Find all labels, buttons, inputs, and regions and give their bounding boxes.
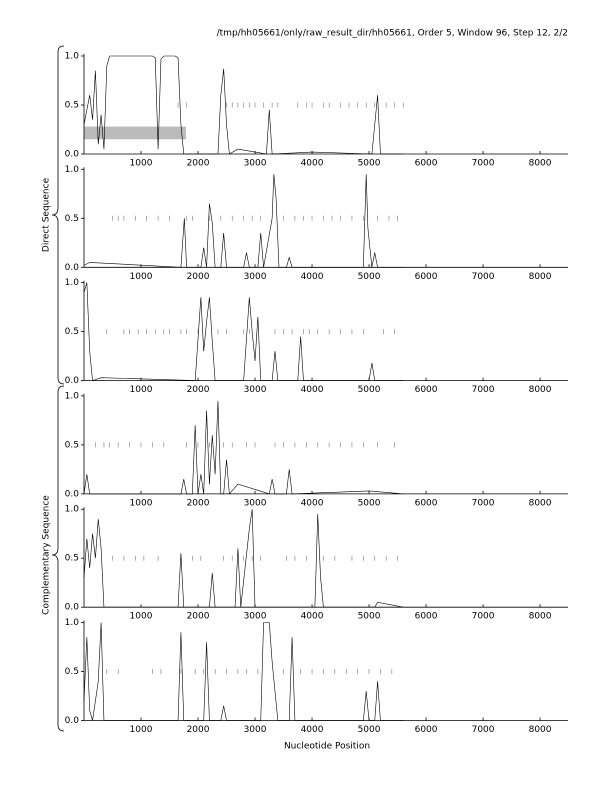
x-tick-label: 3000 bbox=[244, 725, 267, 735]
y-tick-label: 0.0 bbox=[65, 489, 80, 499]
y-tick-label: 1.0 bbox=[65, 52, 80, 62]
x-tick-label: 5000 bbox=[358, 272, 381, 282]
x-tick-label: 8000 bbox=[529, 385, 552, 395]
x-tick-label: 4000 bbox=[301, 272, 324, 282]
x-tick-label: 8000 bbox=[529, 159, 552, 169]
x-tick-label: 3000 bbox=[244, 498, 267, 508]
x-tick-label: 1000 bbox=[130, 272, 153, 282]
y-tick-label: 0.5 bbox=[65, 667, 79, 677]
x-tick-label: 3000 bbox=[244, 272, 267, 282]
x-tick-label: 1000 bbox=[130, 385, 153, 395]
x-tick-label: 5000 bbox=[358, 385, 381, 395]
brace bbox=[51, 45, 65, 385]
y-tick-label: 1.0 bbox=[65, 278, 80, 288]
x-tick-label: 2000 bbox=[187, 498, 210, 508]
x-tick-label: 6000 bbox=[415, 498, 438, 508]
x-tick-label: 8000 bbox=[529, 725, 552, 735]
x-tick-label: 3000 bbox=[244, 385, 267, 395]
x-tick-label: 4000 bbox=[301, 725, 324, 735]
x-tick-label: 3000 bbox=[244, 612, 267, 622]
coding-potential-line bbox=[83, 400, 404, 495]
x-tick-label: 4000 bbox=[301, 612, 324, 622]
x-tick-label: 7000 bbox=[472, 385, 495, 395]
group-label: Complementary Sequence bbox=[42, 495, 52, 615]
coding-potential-line bbox=[83, 55, 404, 155]
x-axis-label: Nucleotide Position bbox=[284, 742, 370, 752]
y-tick-label: 0.5 bbox=[65, 554, 79, 564]
highlight-region bbox=[84, 126, 187, 140]
x-tick-label: 7000 bbox=[472, 612, 495, 622]
y-tick-label: 0.0 bbox=[65, 716, 80, 726]
coding-potential-line bbox=[83, 282, 404, 382]
x-tick-label: 1000 bbox=[130, 612, 153, 622]
x-tick-label: 2000 bbox=[187, 385, 210, 395]
brace bbox=[51, 385, 65, 732]
coding-potential-line bbox=[83, 622, 404, 721]
x-tick-label: 3000 bbox=[244, 159, 267, 169]
x-tick-label: 6000 bbox=[415, 272, 438, 282]
x-tick-label: 8000 bbox=[529, 612, 552, 622]
x-tick-label: 4000 bbox=[301, 385, 324, 395]
y-tick-label: 0.0 bbox=[65, 603, 80, 613]
x-tick-label: 2000 bbox=[187, 272, 210, 282]
y-tick-label: 0.5 bbox=[65, 101, 79, 111]
x-tick-label: 1000 bbox=[130, 498, 153, 508]
x-tick-label: 5000 bbox=[358, 725, 381, 735]
x-tick-label: 5000 bbox=[358, 159, 381, 169]
header: /tmp/hh05661/only/raw_result_dir/hh05661… bbox=[217, 29, 568, 39]
x-tick-label: 1000 bbox=[130, 725, 153, 735]
y-tick-label: 0.5 bbox=[65, 440, 79, 450]
x-tick-label: 6000 bbox=[415, 159, 438, 169]
y-tick-label: 0.0 bbox=[65, 150, 80, 160]
x-tick-label: 7000 bbox=[472, 498, 495, 508]
coding-potential-line bbox=[83, 509, 404, 608]
x-tick-label: 7000 bbox=[472, 159, 495, 169]
x-tick-label: 2000 bbox=[187, 725, 210, 735]
x-tick-label: 6000 bbox=[415, 385, 438, 395]
y-tick-label: 0.5 bbox=[65, 214, 79, 224]
y-tick-label: 1.0 bbox=[65, 391, 80, 401]
group-label: Direct Sequence bbox=[42, 177, 52, 252]
y-tick-label: 0.0 bbox=[65, 263, 80, 273]
y-tick-label: 1.0 bbox=[65, 165, 80, 175]
x-tick-label: 8000 bbox=[529, 498, 552, 508]
x-tick-label: 6000 bbox=[415, 725, 438, 735]
x-tick-label: 6000 bbox=[415, 612, 438, 622]
x-tick-label: 2000 bbox=[187, 612, 210, 622]
x-tick-label: 2000 bbox=[187, 159, 210, 169]
y-tick-label: 1.0 bbox=[65, 618, 80, 628]
x-tick-label: 1000 bbox=[130, 159, 153, 169]
x-tick-label: 5000 bbox=[358, 498, 381, 508]
coding-potential-line bbox=[83, 174, 404, 268]
x-tick-label: 8000 bbox=[529, 272, 552, 282]
x-tick-label: 5000 bbox=[358, 612, 381, 622]
y-tick-label: 0.0 bbox=[65, 376, 80, 386]
x-tick-label: 7000 bbox=[472, 725, 495, 735]
y-tick-label: 0.5 bbox=[65, 327, 79, 337]
x-tick-label: 4000 bbox=[301, 498, 324, 508]
y-tick-label: 1.0 bbox=[65, 505, 80, 515]
x-tick-label: 4000 bbox=[301, 159, 324, 169]
x-tick-label: 7000 bbox=[472, 272, 495, 282]
